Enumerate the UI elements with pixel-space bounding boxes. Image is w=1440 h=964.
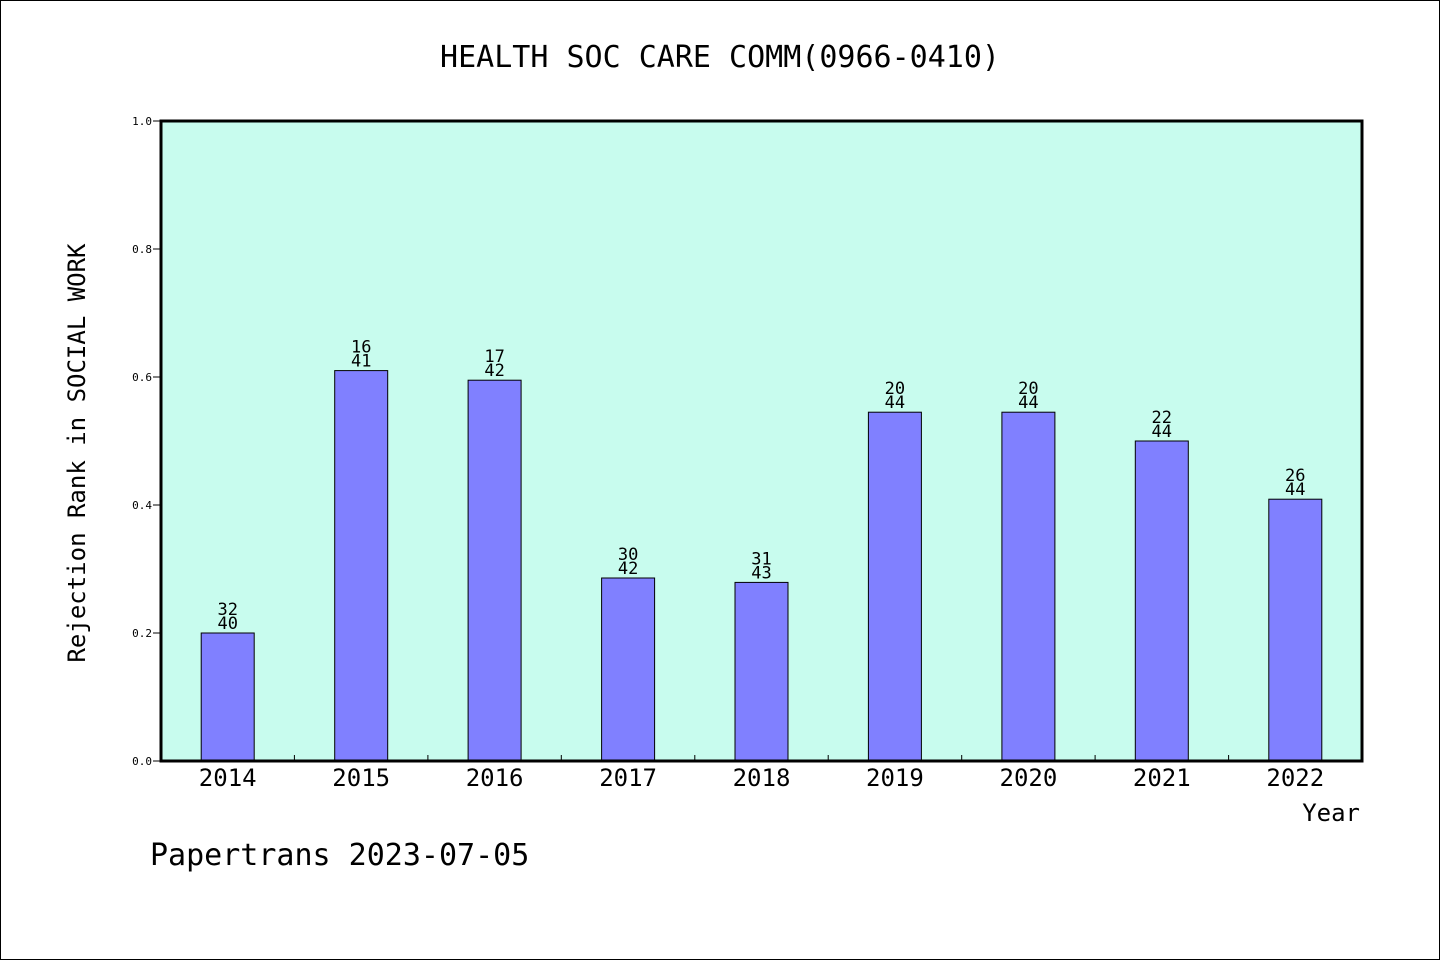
x-tick-label-2021: 2021 (1133, 764, 1191, 792)
data-label-top-2022: 26 (1285, 466, 1305, 486)
data-label-bottom-2022: 44 (1285, 480, 1305, 500)
y-tick-label-0.8: 0.8 (132, 243, 152, 256)
data-label-bottom-2018: 43 (751, 563, 771, 583)
data-label-bottom-2021: 44 (1152, 422, 1172, 442)
y-tick-label-0.4: 0.4 (132, 499, 152, 512)
x-axis-label: Year (1302, 799, 1360, 827)
data-label-top-2014: 32 (217, 600, 237, 620)
bar-2014 (200, 632, 255, 762)
data-label-bottom-2016: 42 (484, 361, 504, 381)
x-tick-label-2016: 2016 (466, 764, 524, 792)
data-label-bottom-2020: 44 (1018, 393, 1038, 413)
bar-2018 (734, 581, 789, 762)
x-tick-label-2018: 2018 (733, 764, 791, 792)
data-label-bottom-2014: 40 (217, 614, 237, 634)
bar-2020 (1001, 411, 1056, 762)
x-axis: 2014 2015 2016 2017 2018 2019 2020 2021 2022 (199, 755, 1324, 792)
y-tick-label-0.2: 0.2 (132, 627, 152, 640)
bars-group (200, 370, 1323, 762)
y-tick-label-0.6: 0.6 (132, 371, 152, 384)
y-tick-label-0.0: 0.0 (132, 755, 152, 768)
bar-2015 (334, 370, 389, 762)
data-label-top-2017: 30 (618, 545, 638, 565)
x-tick-label-2014: 2014 (199, 764, 257, 792)
data-label-top-2020: 20 (1018, 379, 1038, 399)
bar-2022 (1268, 498, 1323, 762)
x-tick-label-2017: 2017 (599, 764, 657, 792)
data-label-top-2015: 16 (351, 338, 371, 358)
data-label-bottom-2015: 41 (351, 352, 371, 372)
chart-title: HEALTH SOC CARE COMM(0966-0410) (440, 40, 1000, 75)
plot-border (159, 119, 1364, 763)
x-tick-label-2020: 2020 (1000, 764, 1058, 792)
bar-2019 (867, 411, 922, 762)
data-label-top-2019: 20 (885, 379, 905, 399)
x-tick-label-2015: 2015 (332, 764, 390, 792)
y-axis: 0.0 0.2 0.4 0.6 0.8 1.0 (132, 115, 161, 768)
y-axis-label: Rejection Rank in SOCIAL WORK (63, 243, 91, 663)
bar-2021 (1134, 440, 1189, 762)
data-label-bottom-2019: 44 (885, 393, 905, 413)
x-tick-label-2019: 2019 (866, 764, 924, 792)
data-label-top-2016: 17 (484, 347, 504, 367)
footer-text: Papertrans 2023-07-05 (150, 838, 529, 873)
y-tick-label-1.0: 1.0 (132, 115, 152, 128)
data-label-top-2018: 31 (751, 549, 771, 569)
data-label-top-2021: 22 (1152, 408, 1172, 428)
bar-2017 (601, 577, 656, 762)
x-tick-label-2022: 2022 (1266, 764, 1324, 792)
data-label-bottom-2017: 42 (618, 559, 638, 579)
bar-2016 (467, 379, 522, 762)
